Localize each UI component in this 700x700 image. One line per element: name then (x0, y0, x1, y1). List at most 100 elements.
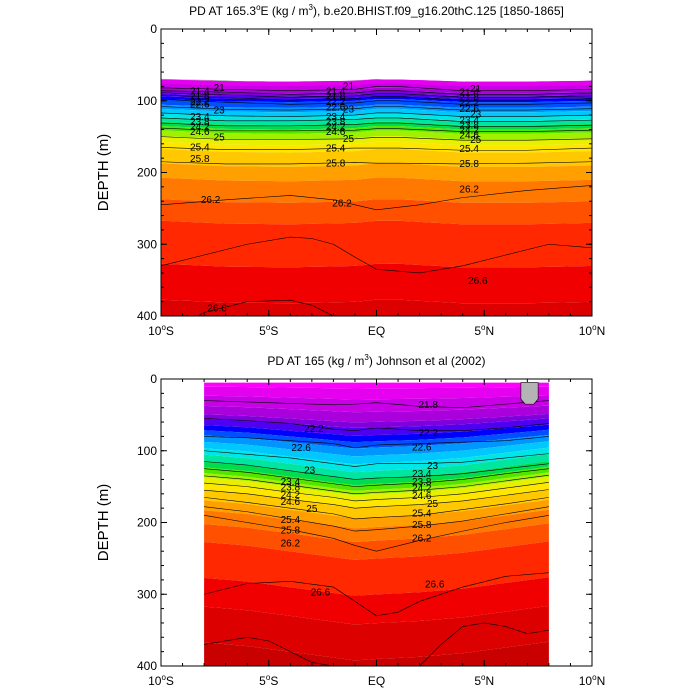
contour-label: 22.6 (326, 102, 346, 113)
contour-label: 26.6 (207, 303, 227, 314)
contour-label: 23.4 (190, 112, 210, 123)
contour-label: 21.8 (190, 92, 210, 103)
y-tick-label: 400 (137, 309, 157, 323)
contour-band (204, 509, 549, 542)
contour-label: 26.2 (201, 195, 221, 206)
contour-line (161, 185, 592, 211)
contour-line (161, 161, 592, 165)
contour-label: 26.6 (425, 579, 445, 590)
y-axis-label: DEPTH (m) (95, 134, 112, 212)
contour-label: 22.6 (190, 100, 210, 111)
x-tick-label: 5oS (259, 323, 278, 338)
contour-line (204, 489, 549, 509)
contour-label: 24.2 (190, 122, 210, 133)
contour-line (204, 636, 334, 666)
contour-label: 23.8 (412, 477, 432, 488)
contour-line (204, 515, 549, 552)
y-tick-label: 200 (137, 166, 157, 180)
contour-label: 24.2 (459, 125, 479, 136)
contour-label: 21 (470, 84, 482, 95)
contour-label: 24.6 (281, 497, 301, 508)
contour-label: 21.8 (459, 92, 479, 103)
contour-label: 23 (427, 461, 439, 472)
contour-label: 22.2 (326, 97, 346, 108)
y-tick-label: 100 (137, 94, 157, 108)
panel-bottom: 21.822.2 22.222.6 22.623 2323.423.423.823.8… (95, 353, 605, 688)
contour-label: 21.8 (418, 400, 438, 411)
contour-label: 25.8 (459, 159, 479, 170)
contour-band (204, 441, 549, 465)
x-tick-label: 5oN (474, 673, 494, 688)
contour-label: 26.6 (468, 276, 488, 287)
contour-line (161, 86, 592, 92)
contour-label: 24.6 (459, 130, 479, 141)
x-tick-label: 10oN (579, 323, 605, 338)
contour-label: 21.4 (326, 87, 346, 98)
contour-band (204, 577, 549, 625)
contour-label: 25.8 (190, 154, 210, 165)
contour-label: 25 (306, 504, 318, 515)
contour-label: 22.2 (418, 428, 438, 439)
contour-band (204, 434, 549, 457)
contour-band (161, 104, 592, 113)
contour-label: 23.8 (190, 117, 210, 128)
plot-area: 21.822.2 22.222.6 22.623 2323.423.423.823.8… (204, 382, 549, 666)
y-tick-label: 0 (150, 22, 157, 36)
contour-label: 22.2 (190, 97, 210, 108)
x-tick-label: EQ (368, 324, 385, 338)
contour-label: 22.6 (291, 443, 311, 454)
contour-band (204, 386, 549, 400)
contour-band (204, 472, 549, 496)
contour-line (161, 94, 592, 101)
contour-band (204, 489, 549, 519)
contour-label: 23.8 (459, 120, 479, 131)
contour-line (204, 572, 549, 617)
contour-band (161, 220, 592, 268)
contour-line (204, 436, 549, 449)
contour-label: 24.6 (412, 491, 432, 502)
contour-label: 25.4 (412, 508, 432, 519)
x-tick-label: 10oS (148, 673, 174, 688)
contour-label: 21 (214, 83, 226, 94)
contour-label: 23.4 (459, 115, 479, 126)
contour-band (204, 382, 549, 389)
contour-band (161, 136, 592, 146)
contour-line (204, 506, 549, 532)
contour-band (204, 482, 549, 509)
x-tick-label: 5oS (259, 673, 278, 688)
contour-label: 25.4 (459, 144, 479, 155)
contour-label: 23 (304, 465, 316, 476)
contour-band (161, 148, 592, 167)
contour-band (161, 130, 592, 140)
y-tick-label: 100 (137, 444, 157, 458)
contour-label: 24.2 (326, 122, 346, 133)
contour-band (161, 93, 592, 100)
contour-label: 22.6 (459, 104, 479, 115)
contour-band (204, 447, 549, 473)
contour-line (419, 622, 549, 666)
contour-label: 25.8 (326, 158, 346, 169)
contour-label: 25.4 (281, 515, 301, 526)
contour-band (161, 79, 592, 87)
contour-label: 26.6 (311, 587, 331, 598)
contour-label: 26.2 (332, 199, 352, 210)
contour-line (161, 112, 592, 117)
contour-band (204, 605, 549, 661)
contour-line (204, 497, 549, 520)
contour-label: 26.2 (412, 534, 432, 545)
contour-band (204, 405, 549, 423)
contour-band (204, 460, 549, 486)
contour-label: 21.4 (459, 87, 479, 98)
contour-label: 23 (470, 110, 482, 121)
contour-line (204, 400, 549, 409)
missing-patch (520, 382, 539, 405)
contour-label: 25.8 (281, 526, 301, 537)
contour-label: 26.2 (281, 539, 301, 550)
contour-band (204, 541, 549, 596)
contour-label: 23.4 (326, 112, 346, 123)
contour-label: 24.2 (281, 490, 301, 501)
contour-label: 25.8 (412, 520, 432, 531)
contour-band (204, 418, 549, 436)
